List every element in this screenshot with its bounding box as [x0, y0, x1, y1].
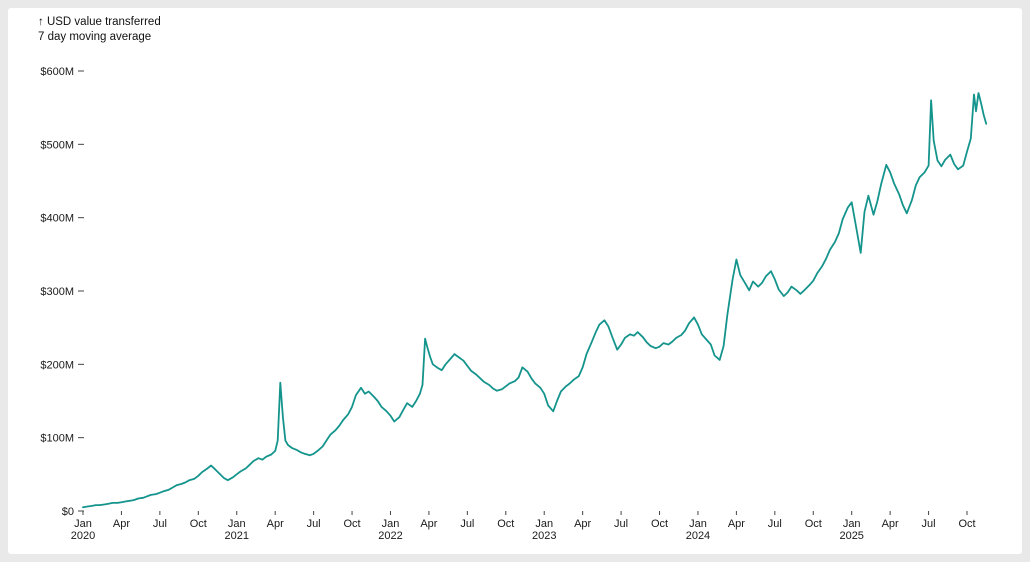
- x-axis-month-label: Jan: [843, 518, 861, 530]
- x-axis-year-label: 2025: [839, 530, 863, 542]
- y-axis-label: $400M: [40, 213, 74, 225]
- y-axis-label: $600M: [40, 66, 74, 78]
- x-axis-month-label: Apr: [113, 518, 130, 530]
- x-axis-month-label: Apr: [728, 518, 745, 530]
- x-axis-month-label: Jan: [689, 518, 707, 530]
- x-axis-month-label: Jul: [614, 518, 628, 530]
- y-axis-label: $100M: [40, 433, 74, 445]
- x-axis-month-label: Jul: [922, 518, 936, 530]
- y-axis-label: $500M: [40, 139, 74, 151]
- legend-title: ↑ USD value transferred: [38, 16, 161, 28]
- x-axis-month-label: Jul: [307, 518, 321, 530]
- x-axis-month-label: Jan: [74, 518, 92, 530]
- x-axis-month-label: Oct: [343, 518, 360, 530]
- chart-card: ↑ USD value transferred 7 day moving ave…: [8, 8, 1022, 554]
- x-axis-month-label: Jul: [153, 518, 167, 530]
- data-series-line: [82, 92, 988, 509]
- x-axis-month-label: Apr: [267, 518, 284, 530]
- legend-subtitle: 7 day moving average: [38, 30, 152, 43]
- x-axis-year-label: 2023: [532, 530, 556, 542]
- x-axis-year-label: 2022: [378, 530, 402, 542]
- x-axis-month-label: Jan: [535, 518, 553, 530]
- line-chart: $0$100M$200M$300M$400M$500M$600MJan2020A…: [40, 66, 988, 542]
- x-axis-year-label: 2020: [71, 530, 95, 542]
- x-axis-month-label: Oct: [497, 518, 514, 530]
- x-axis-year-label: 2021: [224, 530, 248, 542]
- x-axis-month-label: Apr: [420, 518, 437, 530]
- y-axis-label: $0: [62, 506, 74, 518]
- x-axis-month-label: Apr: [882, 518, 899, 530]
- y-axis-label: $200M: [40, 359, 74, 371]
- x-axis-year-label: 2024: [686, 530, 710, 542]
- y-axis-label: $300M: [40, 286, 74, 298]
- x-axis-month-label: Oct: [805, 518, 822, 530]
- chart-legend: ↑ USD value transferred 7 day moving ave…: [38, 15, 161, 45]
- x-axis-month-label: Jul: [460, 518, 474, 530]
- x-axis-month-label: Oct: [958, 518, 975, 530]
- x-axis-month-label: Oct: [651, 518, 668, 530]
- x-axis-month-label: Jan: [382, 518, 400, 530]
- x-axis-month-label: Jan: [228, 518, 246, 530]
- x-axis-month-label: Jul: [768, 518, 782, 530]
- x-axis-month-label: Apr: [574, 518, 591, 530]
- x-axis-month-label: Oct: [190, 518, 207, 530]
